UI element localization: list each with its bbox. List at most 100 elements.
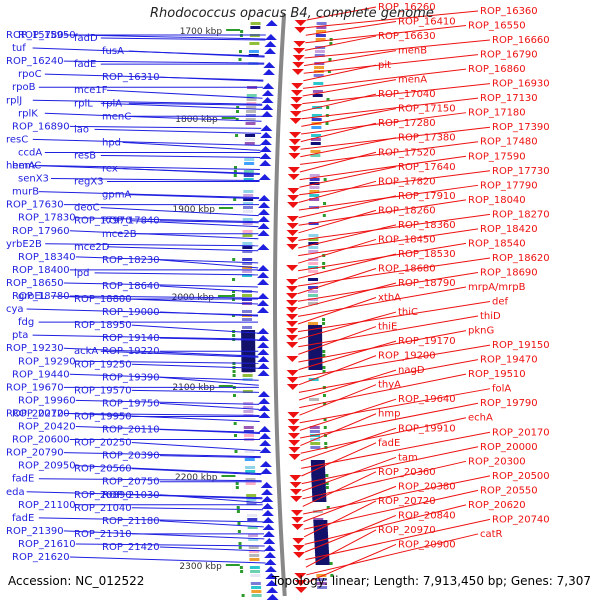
feature-block-left [251, 590, 262, 593]
feature-block-left [243, 434, 254, 437]
feature-block-left [249, 566, 260, 569]
cluster-block [314, 541, 329, 544]
feature-block-right [308, 246, 319, 249]
forward-label-leader [122, 141, 261, 151]
forward-gene-label: fdg [18, 317, 34, 328]
forward-gene-label: fadE [74, 59, 96, 70]
reverse-gene-label: ROP_17730 [492, 166, 550, 177]
forward-gene-arrow [258, 174, 271, 180]
reverse-gene-label: ROP_19510 [468, 369, 526, 380]
forward-gene-label: ROP_18780 [12, 291, 70, 302]
forward-gene-label: senX3 [18, 174, 49, 185]
cluster-block [314, 538, 329, 541]
reverse-gene-arrow [286, 279, 299, 285]
reverse-gene-arrow [286, 377, 299, 383]
reverse-gene-label: ROP_17590 [468, 151, 526, 162]
forward-label-leader [128, 194, 260, 200]
forward-gene-arrow [264, 566, 277, 572]
reverse-gene-label: ROP_17040 [378, 89, 436, 100]
track-dot-left [232, 394, 236, 397]
reverse-gene-label: thyA [378, 380, 401, 391]
reverse-label-leader [300, 427, 397, 462]
reverse-gene-label: ROP_20840 [398, 510, 456, 521]
feature-block-right [309, 426, 320, 429]
forward-gene-label: ROP_19390 [102, 372, 160, 383]
feature-block-right [316, 26, 327, 29]
feature-block-right [308, 250, 319, 253]
reverse-gene-label: ROP_17910 [398, 191, 456, 202]
feature-block-left [248, 534, 259, 537]
forward-label-leader [26, 491, 263, 499]
cluster-block [315, 553, 330, 556]
reverse-label-leader [301, 93, 377, 112]
reverse-gene-label: ROP_18790 [398, 278, 456, 289]
feature-block-right [308, 222, 319, 225]
reverse-gene-label: hmp [378, 409, 400, 420]
forward-gene-arrow [265, 580, 278, 586]
forward-label-leader [159, 285, 259, 293]
forward-gene-label: fadE [12, 513, 34, 524]
forward-gene-label: fadE [12, 474, 34, 485]
reverse-gene-label: ROP_16660 [492, 35, 550, 46]
reverse-label-leader [298, 180, 377, 203]
reverse-gene-arrow [286, 335, 299, 341]
feature-block-left [242, 274, 253, 277]
feature-block-right [310, 442, 321, 445]
reverse-label-leader [300, 413, 377, 447]
feature-block-left [242, 310, 253, 313]
track-dot-right [322, 350, 326, 353]
forward-gene-arrow [264, 552, 277, 558]
cluster-block [308, 361, 323, 364]
forward-gene-arrow [264, 41, 277, 47]
reverse-label-leader [302, 471, 377, 507]
forward-gene-label: ROP_20390 [102, 451, 160, 462]
cluster-block [313, 529, 328, 532]
forward-label-leader [45, 243, 259, 247]
cluster-block [313, 526, 328, 529]
track-dot-right [325, 474, 329, 477]
feature-block-right [313, 518, 324, 521]
feature-block-left [242, 206, 253, 209]
cluster-block [241, 363, 256, 366]
reverse-gene-label: ROP_17280 [378, 118, 436, 129]
forward-gene-label: ROP_17960 [12, 226, 70, 237]
forward-gene-arrow [259, 139, 272, 145]
feature-block-left [249, 558, 260, 561]
reverse-gene-label: ROP_20000 [480, 442, 538, 453]
feature-block-right [309, 198, 320, 201]
cluster-block [308, 340, 323, 343]
forward-gene-arrow [257, 209, 270, 215]
forward-gene-arrow [258, 412, 271, 418]
forward-gene-arrow [257, 293, 270, 299]
forward-label-leader [38, 165, 260, 170]
reverse-label-leader [298, 359, 479, 393]
forward-gene-arrow [257, 328, 270, 334]
forward-gene-label: ROP_19290 [18, 356, 76, 367]
track-dot-left [235, 118, 239, 121]
forward-gene-label: mce1F [74, 85, 108, 96]
forward-gene-arrow [257, 342, 270, 348]
reverse-label-leader [304, 514, 397, 553]
reverse-gene-arrow [286, 293, 299, 299]
reverse-gene-arrow [292, 545, 305, 551]
reverse-label-leader [304, 500, 377, 538]
feature-block-right [308, 234, 319, 237]
reverse-label-leader [298, 355, 377, 386]
cluster-block [315, 562, 330, 565]
reverse-label-leader [306, 533, 479, 576]
forward-gene-label: ROP_20120 [12, 408, 70, 419]
forward-gene-arrow [259, 461, 272, 467]
forward-gene-arrow [258, 398, 271, 404]
forward-label-leader [63, 530, 265, 540]
cluster-block [312, 490, 327, 493]
track-dot-left [235, 482, 239, 485]
forward-gene-label: ROP_21030 [102, 490, 160, 501]
forward-gene-arrow [261, 90, 274, 96]
track-dot-right [329, 38, 333, 41]
track-dot-left [233, 166, 237, 169]
reverse-label-leader [304, 50, 397, 67]
cluster-block [308, 337, 323, 340]
track-dot-right [325, 486, 329, 489]
feature-block-left [242, 246, 253, 249]
